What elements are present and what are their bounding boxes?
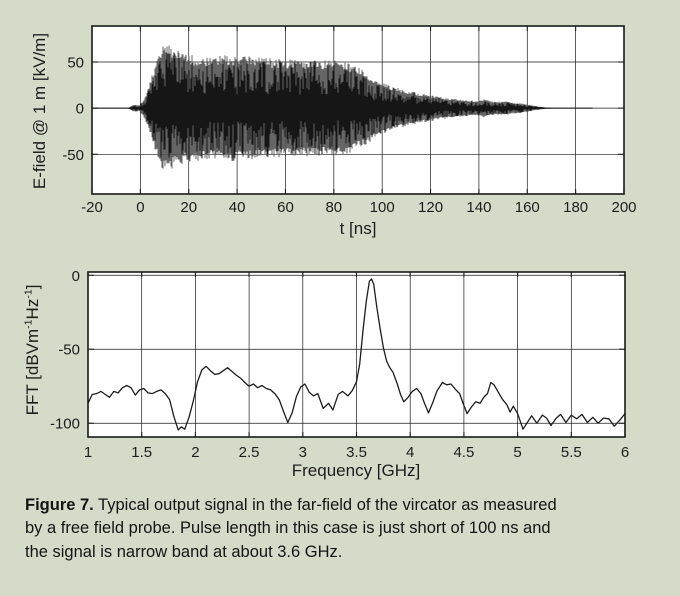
svg-text:0: 0 [136, 199, 144, 216]
svg-text:100: 100 [370, 199, 395, 216]
svg-text:3.5: 3.5 [346, 444, 367, 461]
time-plot-ticks [91, 26, 625, 194]
time-plot: -20 0 20 40 60 80 100 120 140 160 180 200 50 0 -50 [62, 25, 637, 217]
svg-text:40: 40 [229, 199, 246, 216]
svg-text:5.5: 5.5 [561, 444, 582, 461]
svg-text:4: 4 [406, 444, 414, 461]
svg-text:3: 3 [299, 444, 307, 461]
svg-text:140: 140 [466, 199, 491, 216]
svg-text:50: 50 [67, 55, 84, 72]
svg-text:6: 6 [621, 444, 629, 461]
svg-text:2: 2 [191, 444, 199, 461]
svg-text:0: 0 [72, 268, 80, 285]
caption-line-3: the signal is narrow band at about 3.6 G… [25, 542, 343, 561]
fft-curve [87, 278, 626, 431]
caption-line-1: Figure 7. Typical output signal in the f… [25, 494, 667, 517]
fft-plot-ticks [87, 272, 626, 437]
svg-text:80: 80 [325, 199, 342, 216]
svg-text:200: 200 [611, 199, 636, 216]
svg-text:-20: -20 [81, 199, 103, 216]
svg-text:-100: -100 [50, 416, 80, 433]
svg-text:4.5: 4.5 [453, 444, 474, 461]
svg-text:0: 0 [76, 101, 84, 118]
svg-text:20: 20 [180, 199, 197, 216]
svg-text:180: 180 [563, 199, 588, 216]
figure-caption: Figure 7. Typical output signal in the f… [25, 494, 667, 564]
fft-plot-ylabel: FFT [dBVm-1Hz-1] [22, 284, 42, 416]
caption-line-1-text: Typical output signal in the far-field o… [93, 496, 557, 514]
svg-text:160: 160 [515, 199, 540, 216]
caption-line-2: by a free field probe. Pulse length in t… [25, 519, 551, 538]
svg-text:-50: -50 [58, 342, 80, 359]
svg-text:-50: -50 [62, 147, 84, 164]
fft-plot-xlabel: Frequency [GHz] [291, 461, 421, 480]
caption-figure-label: Figure 7. [25, 496, 94, 514]
svg-text:2.5: 2.5 [239, 444, 260, 461]
time-plot-xlabel: t [ns] [339, 219, 377, 238]
fft-plot-tick-labels: 1 1.5 2 2.5 3 3.5 4 4.5 5 5.5 6 0 -50 -100 [50, 268, 629, 461]
svg-text:5: 5 [513, 444, 521, 461]
svg-text:1.5: 1.5 [131, 444, 152, 461]
svg-text:1: 1 [84, 444, 92, 461]
time-plot-tick-labels: -20 0 20 40 60 80 100 120 140 160 180 200 50 0 -50 [62, 55, 636, 217]
svg-text:120: 120 [418, 199, 443, 216]
time-signal-trace [92, 45, 593, 169]
fft-plot-grid [88, 272, 625, 437]
fft-plot: 1 1.5 2 2.5 3 3.5 4 4.5 5 5.5 6 0 -50 -100 [50, 268, 629, 461]
time-plot-ylabel: E-field @ 1 m [kV/m] [30, 32, 49, 190]
svg-text:60: 60 [277, 199, 294, 216]
